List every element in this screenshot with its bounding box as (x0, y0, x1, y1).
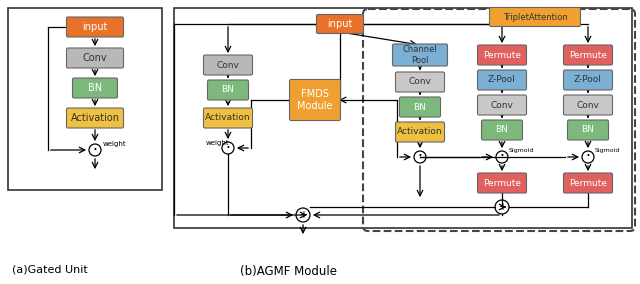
FancyBboxPatch shape (289, 80, 340, 120)
FancyBboxPatch shape (477, 70, 527, 90)
FancyBboxPatch shape (67, 48, 124, 68)
Text: +: + (498, 202, 506, 212)
Text: Sigmoid: Sigmoid (595, 148, 620, 153)
Text: input: input (83, 22, 108, 32)
Text: Permute: Permute (569, 51, 607, 60)
Text: input: input (327, 19, 353, 29)
Text: Permute: Permute (569, 179, 607, 187)
Text: Conv: Conv (408, 78, 431, 87)
Text: BN: BN (495, 126, 508, 135)
FancyBboxPatch shape (207, 80, 248, 100)
FancyBboxPatch shape (396, 72, 445, 92)
FancyBboxPatch shape (67, 17, 124, 37)
Text: Z-Pool: Z-Pool (488, 76, 516, 85)
Bar (8, 8, 162, 190)
Text: BN: BN (221, 85, 234, 95)
Text: ·: · (225, 141, 230, 156)
FancyBboxPatch shape (204, 108, 253, 128)
FancyBboxPatch shape (568, 120, 609, 140)
Text: BN: BN (582, 126, 595, 135)
Text: Permute: Permute (483, 51, 521, 60)
FancyBboxPatch shape (399, 97, 440, 117)
Text: ·: · (500, 149, 504, 164)
FancyBboxPatch shape (317, 14, 364, 34)
Text: BN: BN (88, 83, 102, 93)
Text: Permute: Permute (483, 179, 521, 187)
FancyBboxPatch shape (67, 108, 124, 128)
FancyBboxPatch shape (477, 45, 527, 65)
FancyBboxPatch shape (477, 95, 527, 115)
Text: BN: BN (413, 103, 426, 112)
FancyBboxPatch shape (392, 44, 447, 66)
Text: Activation: Activation (70, 113, 120, 123)
FancyBboxPatch shape (481, 120, 522, 140)
Text: Activation: Activation (205, 114, 251, 122)
FancyBboxPatch shape (204, 55, 253, 75)
Text: Activation: Activation (397, 128, 443, 137)
Text: TripletAttention: TripletAttention (502, 12, 568, 22)
FancyBboxPatch shape (490, 7, 580, 26)
Text: Conv: Conv (83, 53, 108, 63)
FancyBboxPatch shape (396, 122, 445, 142)
Text: Conv: Conv (577, 101, 600, 110)
FancyBboxPatch shape (563, 70, 612, 90)
Text: ·: · (417, 149, 422, 164)
Bar (174, 8, 632, 228)
Text: Sigmoid: Sigmoid (509, 148, 534, 153)
Text: Channel
Pool: Channel Pool (403, 45, 437, 65)
Text: weight: weight (103, 141, 127, 147)
Text: +: + (299, 210, 307, 220)
FancyBboxPatch shape (72, 78, 118, 98)
FancyBboxPatch shape (563, 95, 612, 115)
Text: Conv: Conv (491, 101, 513, 110)
FancyBboxPatch shape (563, 45, 612, 65)
Text: weight: weight (206, 140, 230, 146)
Text: (a)Gated Unit: (a)Gated Unit (12, 264, 88, 274)
Text: (b)AGMF Module: (b)AGMF Module (240, 265, 337, 278)
FancyBboxPatch shape (563, 173, 612, 193)
Text: FMDS
Module: FMDS Module (297, 89, 333, 111)
FancyBboxPatch shape (477, 173, 527, 193)
Text: ·: · (586, 149, 591, 164)
Text: Z-Pool: Z-Pool (574, 76, 602, 85)
Text: ·: · (93, 143, 97, 158)
Text: Conv: Conv (216, 60, 239, 70)
